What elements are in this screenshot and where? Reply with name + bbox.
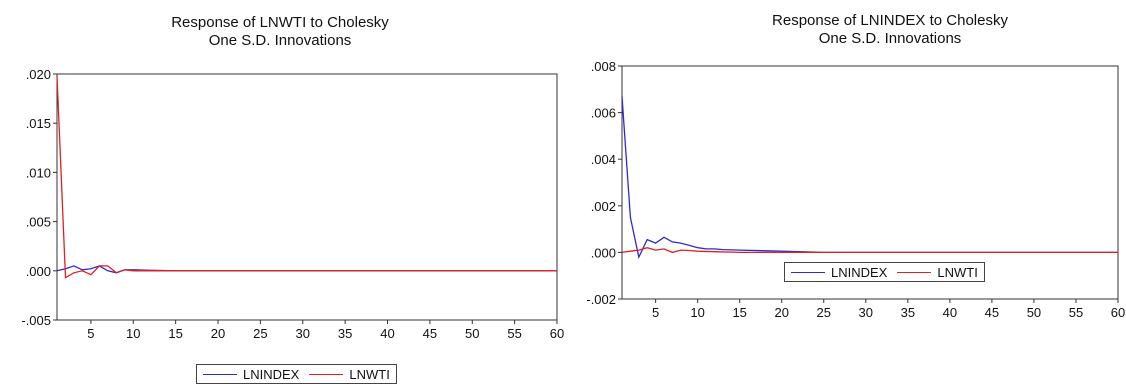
y-tick-label: .000: [591, 245, 616, 260]
x-tick-label: 45: [423, 326, 437, 340]
y-tick-label: .005: [26, 215, 51, 230]
series-line-lnwti: [56, 75, 557, 279]
chart-plot-right: -.002 .000 .002 .004 .006 .008 5 10 15 20 25 30 35 40…: [586, 59, 1125, 320]
chart-title-block-right: Response of LNINDEX to Cholesky One S.D.…: [720, 12, 1060, 48]
y-tick-label: .020: [26, 67, 51, 82]
x-tick-label: 25: [253, 326, 267, 340]
x-tick-label: 5: [652, 305, 659, 320]
y-tick-label: -.005: [21, 313, 51, 328]
legend-swatch-lnwti: [897, 271, 932, 273]
legend-label-lnwti: LNWTI: [937, 264, 978, 280]
legend-label-lnindex: LNINDEX: [243, 366, 300, 382]
legend-swatch-lnindex: [203, 373, 237, 375]
x-tick-label: 45: [985, 305, 999, 320]
legend-swatch-lnwti: [309, 373, 344, 375]
legend-label-lnwti: LNWTI: [349, 366, 390, 382]
chart-plot-left: -.005 .000 .005 .010 .015 .020 5 10 15 20 25 30 35 40…: [21, 67, 564, 340]
legend-item-lnwti: LNWTI: [897, 264, 978, 280]
x-tick-label: 30: [859, 305, 873, 320]
chart-subtitle-left: One S.D. Innovations: [208, 32, 352, 49]
x-tick-label: 40: [380, 326, 394, 340]
series-line-lnindex: [621, 96, 1118, 260]
x-tick-label: 10: [690, 305, 704, 320]
chart-subtitle-right: One S.D. Innovations: [818, 30, 962, 47]
x-tick-label: 20: [774, 305, 788, 320]
y-tick-label: .008: [591, 59, 616, 74]
x-tick-label: 60: [1111, 305, 1125, 320]
legend-item-lnwti: LNWTI: [309, 366, 390, 382]
x-tick-label: 50: [465, 326, 479, 340]
x-tick-label: 55: [1069, 305, 1083, 320]
y-tick-label: .015: [26, 116, 51, 131]
x-tick-label: 15: [168, 326, 182, 340]
chart-title-block-left: Response of LNWTI to Cholesky One S.D. I…: [110, 14, 450, 50]
x-tick-label: 25: [817, 305, 831, 320]
x-tick-label: 10: [126, 326, 140, 340]
x-tick-label: 5: [87, 326, 94, 340]
y-tick-label: .000: [26, 264, 51, 279]
x-tick-label: 35: [901, 305, 915, 320]
y-tick-label: .002: [591, 199, 616, 214]
series-line-lnindex: [56, 265, 557, 274]
x-tick-label: 30: [296, 326, 310, 340]
x-tick-label: 60: [550, 326, 564, 340]
chart-legend-right: LNINDEX LNWTI: [784, 262, 985, 282]
x-tick-label: 40: [943, 305, 957, 320]
plot-frame: [56, 73, 558, 321]
x-tick-label: 35: [338, 326, 352, 340]
x-tick-label: 50: [1027, 305, 1041, 320]
legend-item-lnindex: LNINDEX: [203, 367, 299, 382]
y-tick-label: .004: [591, 152, 616, 167]
plot-frame: [621, 65, 1119, 300]
y-tick-label: .010: [26, 165, 51, 180]
x-tick-label: 55: [507, 326, 521, 340]
chart-title-left: Response of LNWTI to Cholesky: [171, 14, 389, 31]
legend-swatch-lnindex: [791, 271, 825, 273]
chart-title-right: Response of LNINDEX to Cholesky: [772, 12, 1008, 29]
y-tick-label: .006: [591, 106, 616, 121]
legend-item-lnindex: LNINDEX: [791, 265, 887, 280]
series-line-lnwti: [621, 247, 1118, 254]
chart-legend-left: LNINDEX LNWTI: [196, 364, 397, 384]
x-tick-label: 20: [211, 326, 225, 340]
x-tick-label: 15: [732, 305, 746, 320]
y-tick-label: -.002: [586, 292, 616, 307]
legend-label-lnindex: LNINDEX: [831, 264, 888, 280]
